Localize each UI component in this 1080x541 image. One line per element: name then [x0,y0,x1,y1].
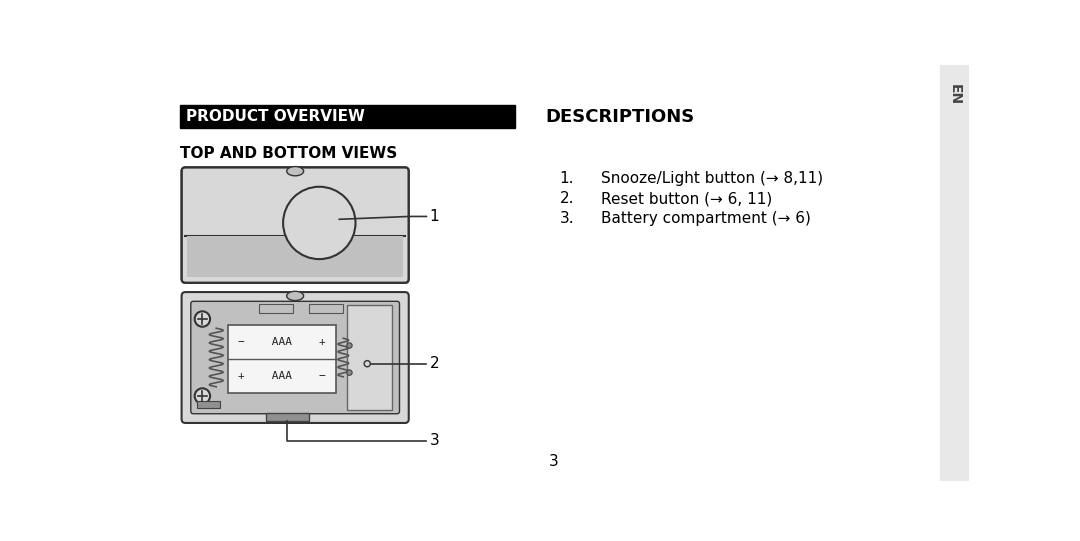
Text: 1.: 1. [559,171,575,187]
Bar [258,305,294,313]
Bar [309,305,343,313]
Text: DESCRIPTIONS: DESCRIPTIONS [545,108,696,126]
Bar [228,325,336,393]
FancyBboxPatch shape [181,167,408,283]
Ellipse shape [286,167,303,176]
Bar [180,105,515,128]
Text: +    AAA    −: + AAA − [238,371,325,381]
Text: −    AAA    +: − AAA + [238,337,325,347]
Text: 2.: 2. [559,192,575,207]
Bar [940,65,970,481]
Text: Snooze/Light button (→ 8,11): Snooze/Light button (→ 8,11) [602,171,823,187]
Circle shape [347,343,352,348]
Text: EN: EN [947,84,961,105]
Text: 1: 1 [430,209,440,224]
Circle shape [194,388,211,404]
FancyBboxPatch shape [181,292,408,423]
Text: Battery compartment (→ 6): Battery compartment (→ 6) [602,212,811,227]
Circle shape [194,311,211,327]
Text: PRODUCT OVERVIEW: PRODUCT OVERVIEW [186,109,365,124]
Bar [347,305,392,410]
Text: 3: 3 [549,454,558,469]
FancyBboxPatch shape [191,301,400,414]
Circle shape [364,361,370,367]
Text: 2: 2 [430,356,440,371]
Bar [267,413,309,421]
Ellipse shape [286,291,303,301]
Text: Reset button (→ 6, 11): Reset button (→ 6, 11) [602,192,772,207]
Bar [197,401,220,408]
Text: 3: 3 [430,433,440,448]
Circle shape [347,370,352,375]
Bar [187,236,403,278]
Circle shape [283,187,355,259]
Text: 3.: 3. [559,212,575,227]
Text: TOP AND BOTTOM VIEWS: TOP AND BOTTOM VIEWS [180,146,397,161]
